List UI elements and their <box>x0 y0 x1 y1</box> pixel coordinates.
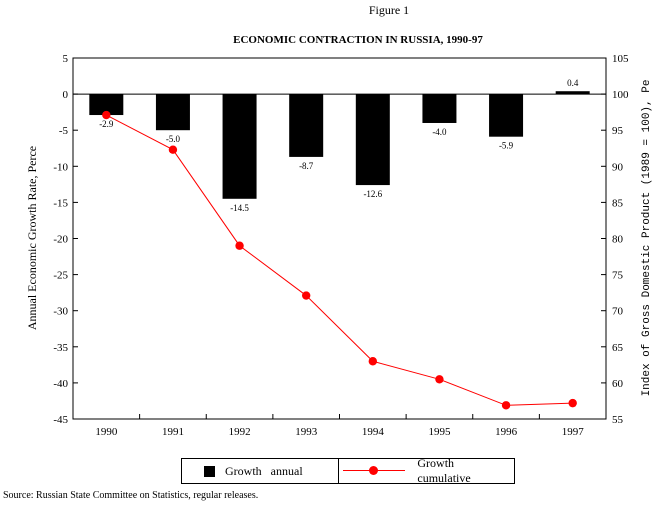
y2-tick-label: 90 <box>612 161 624 173</box>
y-tick-label: 0 <box>63 89 69 101</box>
legend-bar-label: Growth annual <box>225 463 303 478</box>
legend-line-label: Growth cumulative <box>417 456 471 485</box>
y-tick-label: -25 <box>53 270 68 282</box>
legend-item-line: Growth cumulative <box>339 456 514 485</box>
chart-title: ECONOMIC CONTRACTION IN RUSSIA, 1990-97 <box>233 34 483 46</box>
x-tick-label: 1993 <box>295 426 318 438</box>
legend: Growth annual Growth cumulative <box>181 456 515 485</box>
y-tick-label: -15 <box>53 197 68 209</box>
bar-value-label: -4.0 <box>432 127 447 137</box>
x-tick-label: 1992 <box>229 426 251 438</box>
cumulative-point <box>301 291 311 300</box>
bar <box>489 94 524 137</box>
bar-value-label: -8.7 <box>299 161 314 171</box>
y-axis-label: Annual Economic Growth Rate, Perce <box>25 146 39 330</box>
bar <box>555 91 590 95</box>
y-tick-label: -35 <box>53 342 68 354</box>
bar-value-label: 0.4 <box>567 78 579 88</box>
y-tick-label: -40 <box>53 378 68 390</box>
x-tick-label: 1996 <box>495 426 518 438</box>
cumulative-point <box>568 398 577 408</box>
cumulative-line <box>106 114 573 406</box>
bar <box>155 94 190 131</box>
cumulative-point <box>501 401 511 410</box>
y2-tick-label: 75 <box>612 270 624 282</box>
bar-value-label: -5.9 <box>499 141 514 151</box>
source-note: Source: Russian State Committee on Stati… <box>3 490 259 501</box>
figure-label: Figure 1 <box>369 3 409 17</box>
bar-value-label: -14.5 <box>230 203 249 213</box>
y2-tick-label: 85 <box>612 197 624 209</box>
plot-frame <box>72 57 607 420</box>
bar <box>355 94 390 186</box>
y2-tick-label: 65 <box>612 342 624 354</box>
y2-tick-label: 105 <box>612 53 629 65</box>
cumulative-point <box>235 241 244 250</box>
bar <box>89 94 124 116</box>
y-tick-label: -30 <box>53 306 68 318</box>
x-tick-label: 1990 <box>95 426 118 438</box>
cumulative-point <box>368 357 378 366</box>
bar-value-label: -12.6 <box>363 189 382 199</box>
cumulative-point <box>168 145 178 154</box>
cumulative-point <box>435 375 444 384</box>
bar-value-label: -2.9 <box>99 119 114 129</box>
legend-item-bar: Growth annual <box>182 459 339 483</box>
cumulative-point <box>102 110 111 120</box>
y2-axis-label: Index of Gross Domestic Product (1989 = … <box>641 80 653 397</box>
legend-line-swatch <box>342 466 406 476</box>
y-tick-label: -5 <box>59 125 69 137</box>
x-tick-label: 1994 <box>362 426 385 438</box>
bar <box>222 94 257 199</box>
plot-area: 5 0 -5 -10 -15 -20 -25 -30 -35 -40 -45 105 100 95 90 85… <box>53 53 629 438</box>
y-tick-label: -20 <box>53 234 68 246</box>
y2-tick-label: 80 <box>612 234 624 246</box>
y2-tick-label: 60 <box>612 378 624 390</box>
legend-bar-swatch <box>204 465 215 477</box>
x-tick-label: 1995 <box>428 426 451 438</box>
y2-tick-label: 100 <box>612 89 629 101</box>
bar-value-label: -5.0 <box>166 134 181 144</box>
y2-tick-label: 95 <box>612 125 624 137</box>
bar <box>422 94 457 123</box>
x-tick-label: 1997 <box>562 426 585 438</box>
x-tick-label: 1991 <box>162 426 184 438</box>
y-tick-label: 5 <box>63 53 69 65</box>
y2-tick-label: 70 <box>612 306 624 318</box>
y-tick-label: -10 <box>53 161 68 173</box>
y-tick-label: -45 <box>53 414 68 426</box>
y2-tick-label: 55 <box>612 414 624 426</box>
bar <box>289 94 324 157</box>
